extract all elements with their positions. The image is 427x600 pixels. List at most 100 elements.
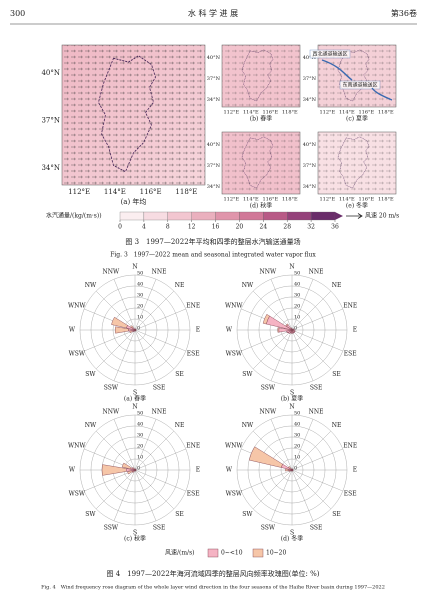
direction-spoke bbox=[113, 279, 136, 331]
rose-wedge bbox=[129, 330, 133, 334]
direction-label: ENE bbox=[343, 442, 357, 449]
direction-label: SSE bbox=[310, 525, 323, 532]
direction-label: SW bbox=[242, 371, 253, 378]
legend-swatch bbox=[252, 548, 264, 558]
direction-label: ENE bbox=[186, 302, 200, 309]
direction-spoke bbox=[95, 430, 136, 471]
lat-label: 40°N bbox=[207, 142, 221, 148]
direction-label: N bbox=[132, 264, 137, 271]
legend-swatch bbox=[207, 548, 219, 558]
radial-tick-label: 50 bbox=[294, 271, 300, 277]
direction-label: NNE bbox=[309, 268, 324, 275]
radial-tick-label: 20 bbox=[294, 444, 300, 450]
lat-label: 37°N bbox=[41, 117, 60, 125]
lat-label: 40°N bbox=[41, 69, 60, 77]
direction-spoke bbox=[291, 430, 332, 471]
direction-spoke bbox=[252, 430, 293, 471]
direction-spoke bbox=[134, 469, 186, 492]
direction-spoke bbox=[291, 469, 343, 492]
lat-label: 37°N bbox=[303, 163, 317, 169]
direction-spoke bbox=[134, 419, 157, 471]
direction-spoke bbox=[270, 329, 293, 381]
direction-label: WSW bbox=[226, 491, 243, 498]
wind-vectors bbox=[318, 132, 396, 194]
direction-label: NW bbox=[242, 422, 254, 429]
legend-label: 0~<10 bbox=[221, 550, 243, 557]
rose-wedge bbox=[132, 470, 135, 473]
direction-label: NE bbox=[175, 282, 185, 289]
flow-arrow bbox=[371, 87, 393, 101]
legend-title: 风速/(m/s) bbox=[165, 550, 195, 557]
direction-label: W bbox=[226, 327, 233, 334]
colorbar-bin bbox=[167, 211, 192, 221]
direction-label: ENE bbox=[186, 442, 200, 449]
colorbar-tick-label: 28 bbox=[283, 224, 291, 231]
colorbar-bin bbox=[119, 211, 145, 221]
colorbar-tick-label: 0 bbox=[118, 224, 122, 231]
direction-label: E bbox=[353, 327, 357, 334]
season-label: (c) 秋季 bbox=[124, 535, 146, 543]
direction-label: N bbox=[132, 404, 137, 411]
flow-arrow bbox=[321, 59, 353, 81]
direction-label: SSE bbox=[153, 525, 166, 532]
annotation: 西北通道输送区 bbox=[312, 51, 347, 58]
direction-label: NNW bbox=[103, 268, 121, 275]
direction-label: NW bbox=[242, 282, 254, 289]
direction-spoke bbox=[252, 290, 293, 331]
rose-wedge bbox=[132, 467, 135, 470]
lon-label: 114°E bbox=[243, 110, 259, 116]
lon-label: 112°E bbox=[68, 188, 90, 196]
direction-label: E bbox=[196, 327, 200, 334]
direction-label: WSW bbox=[226, 351, 243, 358]
direction-spoke bbox=[252, 329, 293, 370]
lat-label: 40°N bbox=[303, 55, 317, 61]
direction-spoke bbox=[291, 329, 314, 381]
direction-label: SSW bbox=[261, 525, 276, 532]
rose-wedge bbox=[285, 468, 289, 472]
lon-label: 116°E bbox=[263, 110, 279, 116]
lon-label: 116°E bbox=[359, 110, 375, 116]
lon-label: 114°E bbox=[104, 188, 126, 196]
direction-spoke bbox=[84, 329, 136, 352]
lat-label: 37°N bbox=[303, 76, 317, 82]
direction-label: E bbox=[196, 467, 200, 474]
direction-label: NW bbox=[85, 282, 97, 289]
colorbar-tick-label: 4 bbox=[142, 224, 146, 231]
wind-scale-arrow bbox=[346, 213, 363, 219]
colorbar-tick-label: 16 bbox=[212, 224, 220, 231]
direction-label: SE bbox=[332, 371, 341, 378]
rose-wedge bbox=[288, 332, 290, 334]
direction-spoke bbox=[134, 279, 157, 331]
rose-wedge bbox=[286, 331, 288, 334]
colorbar-tick-label: 8 bbox=[166, 224, 170, 231]
figure-caption-cn: 图 4 1997—2022年海河流域四季的整层风向频率玫瑰图(单位: %) bbox=[106, 569, 319, 578]
map-label: (c) 夏季 bbox=[346, 115, 368, 123]
direction-spoke bbox=[291, 290, 332, 331]
rose-wedge bbox=[277, 327, 280, 333]
direction-spoke bbox=[291, 419, 314, 471]
journal-name: 水 科 学 进 展 bbox=[188, 8, 238, 18]
direction-spoke bbox=[113, 329, 136, 381]
direction-label: NNW bbox=[260, 408, 278, 415]
direction-label: N bbox=[289, 404, 294, 411]
wind-vectors bbox=[222, 45, 300, 107]
direction-label: SE bbox=[175, 371, 184, 378]
direction-label: WSW bbox=[69, 351, 86, 358]
lon-label: 114°E bbox=[339, 197, 355, 203]
direction-label: SSW bbox=[261, 385, 276, 392]
season-label: (b) 夏季 bbox=[281, 395, 303, 403]
radial-tick-label: 50 bbox=[137, 271, 143, 277]
season-label: (a) 春季 bbox=[124, 395, 146, 403]
radial-tick-label: 30 bbox=[294, 433, 300, 439]
direction-label: SSW bbox=[104, 525, 119, 532]
lon-label: 118°E bbox=[175, 188, 197, 196]
direction-spoke bbox=[270, 469, 293, 521]
direction-label: SE bbox=[175, 511, 184, 518]
direction-spoke bbox=[291, 308, 343, 331]
wind-scale-label: 风速 20 m/s bbox=[365, 213, 399, 220]
colorbar-tick-label: 20 bbox=[236, 224, 244, 231]
direction-spoke bbox=[134, 430, 175, 471]
annotation: 东南通道输送区 bbox=[342, 82, 377, 89]
radial-tick-label: 20 bbox=[137, 444, 143, 450]
direction-label: S bbox=[290, 530, 294, 537]
